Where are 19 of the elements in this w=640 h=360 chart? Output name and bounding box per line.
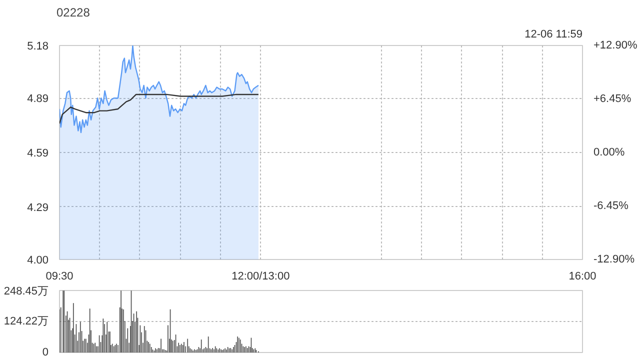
line-series — [60, 94, 260, 124]
y-tick-label: 4.29 — [27, 202, 49, 214]
y-tick-label: 5.18 — [27, 40, 49, 52]
y-tick-label: 0 — [42, 346, 49, 358]
y-tick-label: 4.59 — [27, 148, 49, 160]
text: 12-06 11:59 — [524, 28, 583, 40]
y-tick-label: 4.89 — [27, 93, 49, 106]
chart-title: 02228 — [56, 6, 90, 20]
y-tick-label: 4.00 — [27, 254, 49, 266]
x-tick-label: 09:30 — [46, 270, 74, 282]
y2-tick-label: -12.90% — [594, 254, 635, 266]
y2-tick-label: 0.00% — [594, 146, 625, 158]
y2-tick-label: +12.90% — [594, 40, 638, 52]
x-tick-label: 16:00 — [568, 270, 596, 282]
x-tick-label: 12:00/13:00 — [232, 270, 290, 282]
y2-tick-label: -6.45% — [594, 200, 629, 212]
y2-tick-label: +6.45% — [594, 93, 632, 105]
y-tick-label: 124.22万 — [4, 316, 49, 328]
y-tick-label: 248.45万 — [4, 286, 49, 298]
